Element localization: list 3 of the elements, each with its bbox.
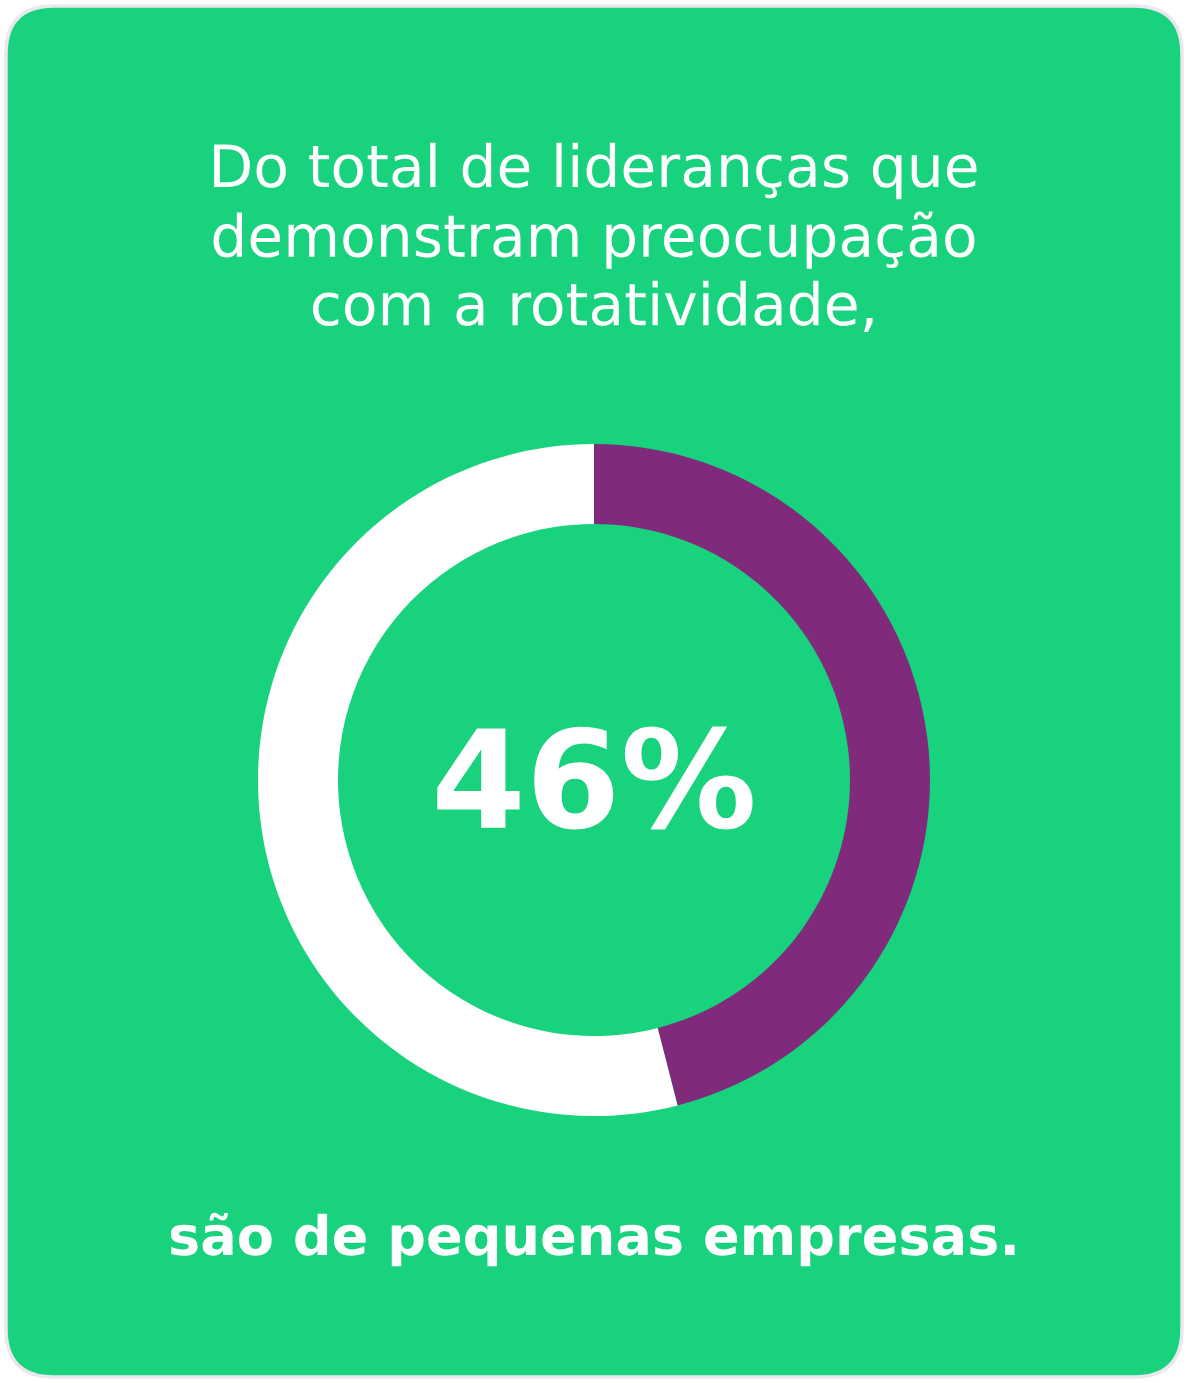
text: são de pequenas empresas. [170, 1212, 1015, 1267]
chart-title: Do total de lideranças que demonstram preocupação com a rotatividade, [213, 142, 977, 332]
text: 46% [437, 726, 753, 830]
